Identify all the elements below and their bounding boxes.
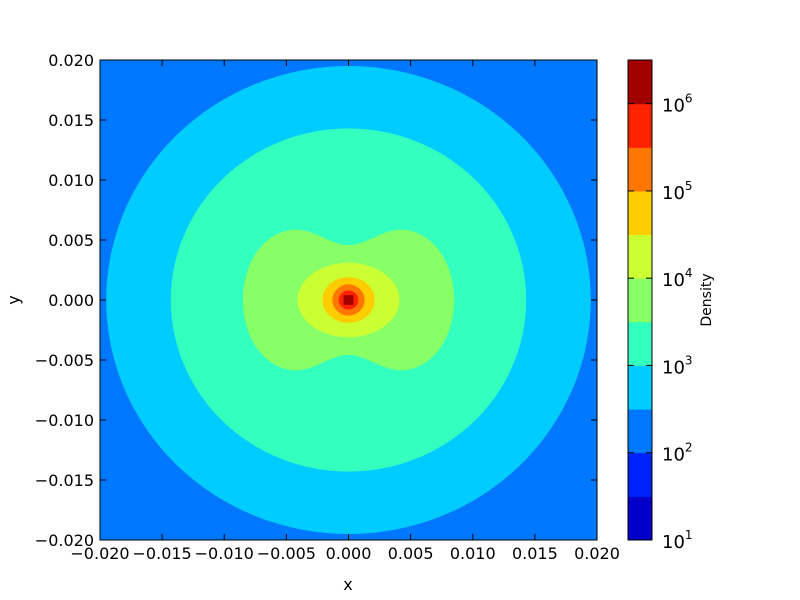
colorbar <box>628 59 652 541</box>
x-tick-label: 0.015 <box>512 544 558 563</box>
colorbar-level <box>628 365 652 410</box>
colorbar-ticks: 101 102 103 104 105 106 <box>628 92 693 553</box>
colorbar-tick-label: 105 <box>662 179 693 204</box>
y-tick-label: 0.020 <box>48 51 94 70</box>
x-axis-title: x <box>343 575 352 594</box>
colorbar-tick-label: 104 <box>662 266 693 291</box>
x-tick-label: 0.020 <box>574 544 620 563</box>
x-axis: −0.020 −0.015 −0.010 −0.005 0.000 0.005 0.010 0… <box>70 60 620 563</box>
y-axis: 0.020 0.015 0.010 0.005 0.000 −0.005 −0.010 −0.… <box>35 51 597 550</box>
colorbar-frame <box>627 59 653 541</box>
colorbar-tick-label: 106 <box>662 92 693 117</box>
x-tick-label: −0.020 <box>70 544 129 563</box>
y-tick-label: 0.015 <box>48 111 94 130</box>
y-axis-title: y <box>4 295 23 304</box>
colorbar-level <box>628 496 652 541</box>
y-tick-label: 0.000 <box>48 291 94 310</box>
colorbar-level <box>628 103 652 148</box>
y-tick-label: −0.020 <box>35 531 94 550</box>
colorbar-level <box>628 59 652 105</box>
y-tick-label: −0.010 <box>35 411 94 430</box>
colorbar-tick-label: 102 <box>662 441 693 466</box>
contour-region-1000000+ <box>343 295 354 305</box>
y-tick-label: 0.005 <box>48 231 94 250</box>
x-tick-label: 0.000 <box>326 544 372 563</box>
x-tick-label: 0.010 <box>450 544 496 563</box>
colorbar-level <box>628 234 652 279</box>
y-tick-label: −0.015 <box>35 471 94 490</box>
colorbar-tick-label: 101 <box>662 528 693 553</box>
x-tick-label: −0.010 <box>195 544 254 563</box>
y-tick-label: 0.010 <box>48 171 94 190</box>
x-tick-label: −0.005 <box>257 544 316 563</box>
colorbar-level <box>628 278 652 323</box>
colorbar-level <box>628 147 652 192</box>
plot-area <box>100 60 597 540</box>
colorbar-level <box>628 190 652 236</box>
colorbar-level <box>628 321 652 366</box>
x-tick-label: −0.015 <box>133 544 192 563</box>
colorbar-level <box>628 409 652 454</box>
colorbar-level <box>628 452 652 497</box>
colorbar-label: Density <box>699 273 715 326</box>
x-tick-label: 0.005 <box>388 544 434 563</box>
y-tick-label: −0.005 <box>35 351 94 370</box>
colorbar-tick-label: 103 <box>662 353 693 378</box>
